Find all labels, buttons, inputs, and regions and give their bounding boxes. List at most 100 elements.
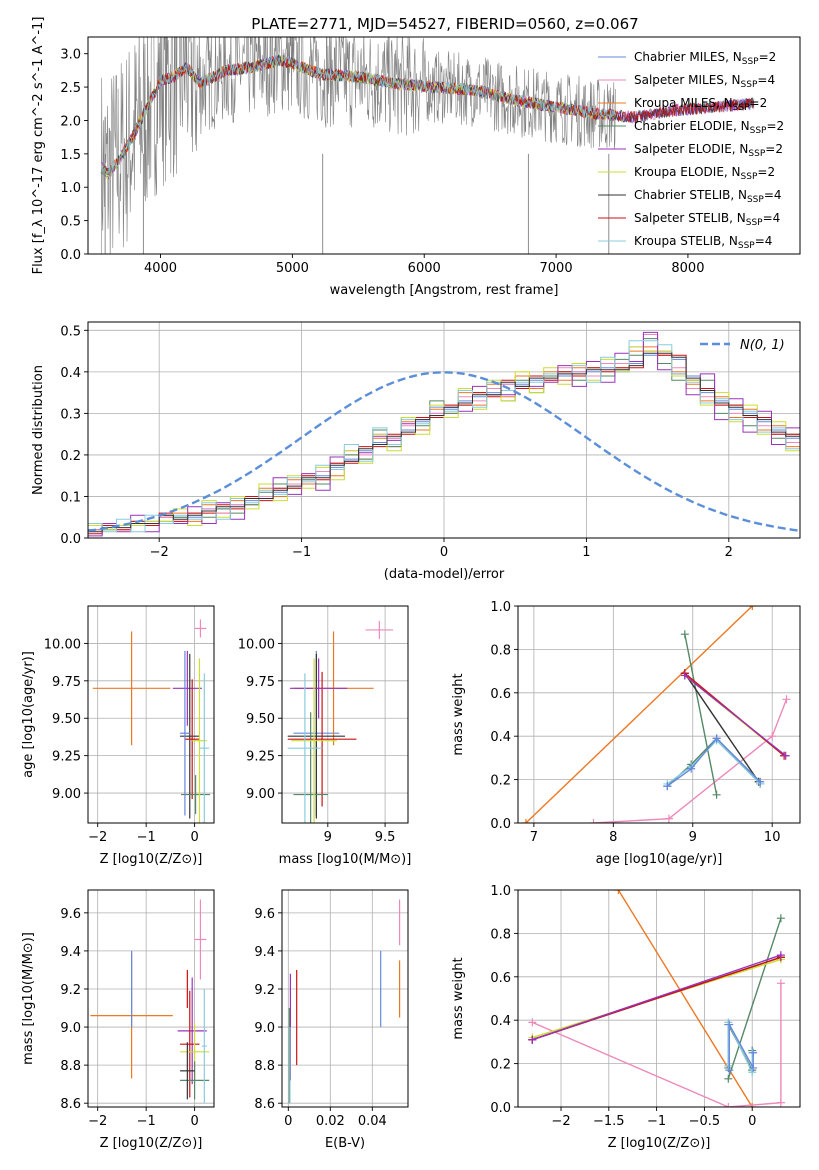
x-tick-label: 2: [725, 545, 733, 560]
x-tick-label: 7: [530, 830, 538, 845]
x-tick-label: 0: [748, 1114, 756, 1129]
y-tick-label: 0.1: [60, 490, 81, 505]
y-axis-label: Flux [f_λ 10^-17 erg cm^-2 s^-1 A^-1]: [31, 17, 46, 275]
x-axis-label: Z [log10(Z/Z⊙)]: [100, 1136, 203, 1151]
y-tick-label: 0.5: [60, 324, 81, 339]
weight-marker: [776, 951, 785, 960]
y-tick-label: 0.0: [490, 1101, 511, 1116]
y-tick-label: 8.8: [254, 1059, 275, 1074]
histogram-step: [88, 346, 800, 531]
weight-marker: [680, 671, 689, 680]
weight-marker: [528, 1035, 537, 1044]
weight-marker: [589, 819, 598, 823]
x-axis-label: (data-model)/error: [384, 567, 505, 582]
y-tick-label: 9.00: [246, 787, 275, 802]
x-axis-label: wavelength [Angstrom, rest frame]: [330, 283, 559, 298]
weight-line: [684, 674, 787, 757]
plot-area: [100, 37, 755, 254]
axes-frame: [87, 889, 215, 1108]
x-axis-label: Z [log10(Z/Z⊙)]: [608, 1136, 711, 1151]
weight-marker: [776, 1098, 785, 1107]
y-tick-label: 8.6: [60, 1097, 81, 1112]
x-tick-label: −1: [137, 1114, 156, 1129]
chart-z-vs-age: −2 −1 0 9.00 9.25 9.50 9.75 10.00 Z [log10(Z/Z⊙)…: [21, 605, 215, 867]
x-tick-label: 10: [764, 830, 781, 845]
y-tick-label: 9.00: [52, 787, 81, 802]
x-tick-label: −2: [88, 1114, 107, 1129]
y-axis-label: mass weight: [451, 957, 466, 1039]
y-tick-label: 9.75: [52, 675, 81, 690]
x-tick-label: 5000: [276, 261, 309, 276]
y-tick-label: 0.2: [490, 774, 511, 789]
x-tick-label: −1: [292, 545, 311, 560]
x-tick-label: −1: [647, 1114, 666, 1129]
weight-marker: [687, 764, 696, 773]
x-tick-label: 0.04: [358, 1114, 387, 1129]
x-tick-label: −1: [137, 830, 156, 845]
y-tick-label: 9.2: [254, 983, 275, 998]
x-tick-label: 6000: [408, 261, 441, 276]
x-tick-label: 9.5: [375, 830, 396, 845]
y-tick-label: 9.50: [246, 712, 275, 727]
y-tick-label: 0.2: [60, 449, 81, 464]
y-tick-label: 0.8: [490, 927, 511, 942]
weight-line: [727, 917, 782, 1080]
plot-area: [90, 899, 210, 1104]
y-tick-label: 1.0: [490, 600, 511, 615]
weight-marker: [782, 695, 791, 704]
weight-marker: [614, 890, 623, 894]
chart-spectrum: 4000 5000 6000 7000 8000 0.0 0.5 1.0 1.5 2.0 2.5 3.…: [31, 17, 801, 298]
y-tick-label: 0.4: [490, 730, 511, 745]
y-axis-label: mass [log10(M/M⊙)]: [21, 932, 36, 1065]
x-tick-label: −2: [150, 545, 169, 560]
y-tick-label: 0.6: [490, 971, 511, 986]
y-tick-label: 3.0: [60, 48, 81, 63]
plot-area: [287, 620, 394, 823]
axes-frame: [517, 605, 801, 824]
y-tick-label: 0.0: [60, 532, 81, 547]
histogram-step: [88, 340, 800, 533]
weight-line: [727, 1022, 753, 1073]
x-tick-label: 9: [324, 830, 332, 845]
chart-ebv-vs-mass: 0 0.02 0.04 8.6 8.8 9.0 9.2 9.4 9.6 E(B-V): [254, 889, 409, 1151]
y-tick-label: 9.25: [52, 750, 81, 765]
legend-label: Kroupa STELIB, NSSP=4: [634, 234, 772, 251]
legend-label: Kroupa ELODIE, NSSP=2: [634, 165, 775, 182]
legend-label: Chabrier MILES, NSSP=2: [634, 50, 776, 67]
weight-marker: [776, 914, 785, 923]
weight-line: [728, 1024, 754, 1071]
legend-normal-label: N(0, 1): [740, 338, 785, 353]
x-tick-label: 0: [284, 1114, 292, 1129]
weight-line: [525, 606, 753, 823]
legend-label: Chabrier STELIB, NSSP=4: [634, 188, 782, 205]
axes-frame: [517, 889, 801, 1108]
y-tick-label: 0.2: [490, 1058, 511, 1073]
axes-frame: [87, 36, 801, 255]
y-tick-label: 9.6: [60, 907, 81, 922]
weight-marker: [724, 1103, 733, 1107]
y-tick-label: 0.4: [60, 366, 81, 381]
weight-marker: [725, 1066, 734, 1075]
histogram-step: [88, 331, 800, 537]
plot-area: [521, 606, 791, 823]
model-spectrum-c8: [100, 55, 616, 176]
y-tick-label: 0.0: [490, 817, 511, 832]
weight-marker: [781, 751, 790, 760]
weight-marker: [724, 1061, 733, 1070]
plot-area: [88, 331, 800, 537]
weight-marker: [768, 732, 777, 741]
y-tick-label: 0.5: [60, 215, 81, 230]
weight-marker: [664, 814, 673, 823]
chart-age-vs-weight: 7 8 9 10 0.0 0.2 0.4 0.6 0.8 1.0 age [log10(age/yr…: [451, 600, 801, 867]
x-tick-label: 1: [582, 545, 590, 560]
weight-marker: [725, 1020, 734, 1029]
weight-marker: [663, 782, 672, 791]
y-tick-label: 0.0: [60, 248, 81, 263]
weight-marker: [749, 1063, 758, 1072]
x-tick-label: −1.5: [593, 1114, 625, 1129]
y-tick-label: 9.50: [52, 712, 81, 727]
x-tick-label: −2: [551, 1114, 570, 1129]
y-tick-label: 9.6: [254, 907, 275, 922]
x-axis-label: mass [log10(M/M⊙)]: [279, 852, 412, 867]
